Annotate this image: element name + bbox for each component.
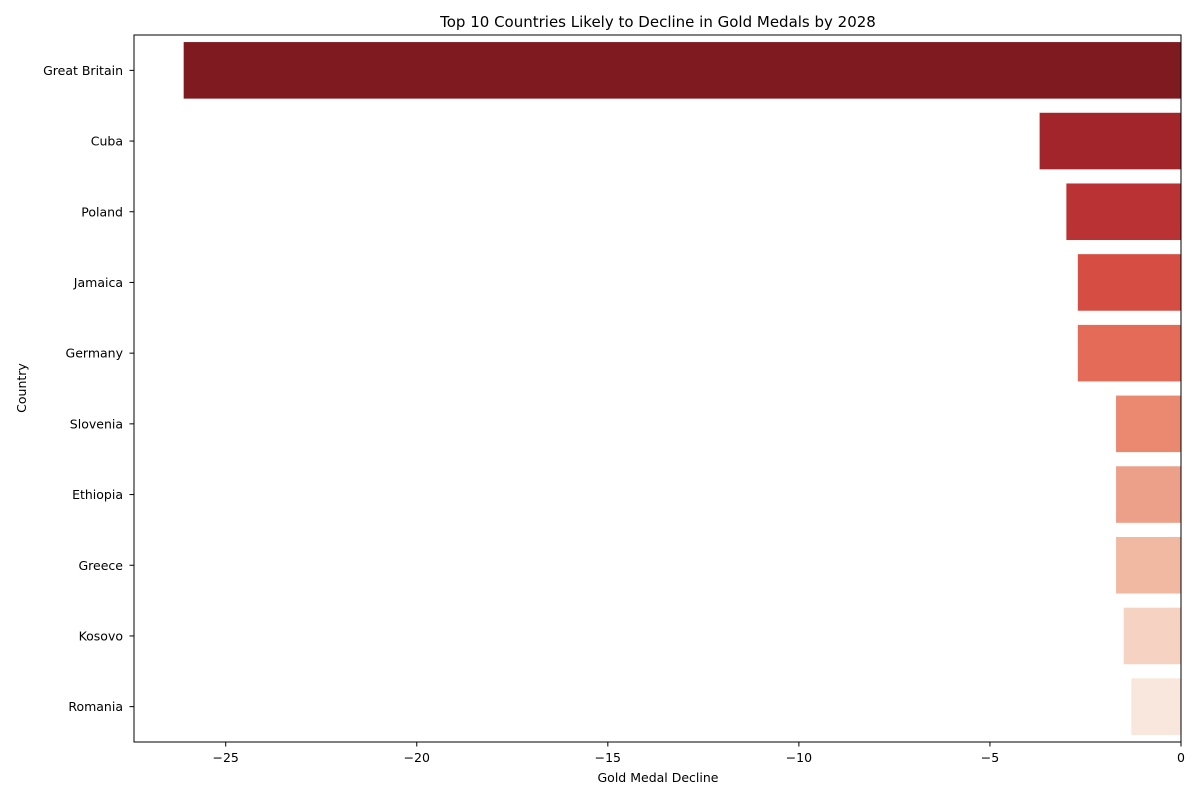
x-tick-label: −5 [981, 750, 999, 765]
y-tick-label: Slovenia [70, 416, 123, 431]
y-tick-label: Ethiopia [72, 487, 123, 502]
bar-slovenia [1116, 395, 1181, 453]
x-tick-label: −25 [213, 750, 239, 765]
bar-jamaica [1077, 254, 1181, 311]
y-tick-label: Romania [68, 699, 123, 714]
y-tick-label: Poland [81, 204, 123, 219]
y-tick-label: Germany [66, 346, 124, 361]
y-tick-label: Cuba [91, 134, 123, 149]
x-tick-label: −15 [595, 750, 621, 765]
y-tick-label: Great Britain [43, 63, 123, 78]
chart-title: Top 10 Countries Likely to Decline in Go… [439, 13, 876, 31]
bar-kosovo [1123, 607, 1181, 665]
bar-ethiopia [1116, 466, 1181, 523]
plot-frame [133, 34, 1182, 743]
y-axis-ticks: Great Britain Cuba Poland Jamaica Germany Slo… [43, 63, 134, 714]
x-axis-ticks: −25 −20 −15 −10 −5 0 [213, 742, 1185, 765]
x-axis-label: Gold Medal Decline [598, 770, 719, 785]
x-tick-label: −20 [404, 750, 430, 765]
bar-germany [1077, 324, 1181, 382]
y-tick-label: Greece [79, 558, 124, 573]
y-tick-label: Kosovo [79, 628, 123, 643]
x-tick-label: −10 [786, 750, 812, 765]
y-tick-label: Jamaica [73, 275, 123, 290]
y-axis-label: Country [14, 363, 29, 413]
bar-great-britain [183, 42, 1182, 99]
x-tick-label: 0 [1177, 750, 1185, 765]
bar-romania [1131, 678, 1181, 735]
bars-layer [183, 42, 1182, 735]
bar-greece [1116, 536, 1181, 594]
bar-cuba [1039, 112, 1181, 170]
bar-poland [1066, 183, 1181, 241]
